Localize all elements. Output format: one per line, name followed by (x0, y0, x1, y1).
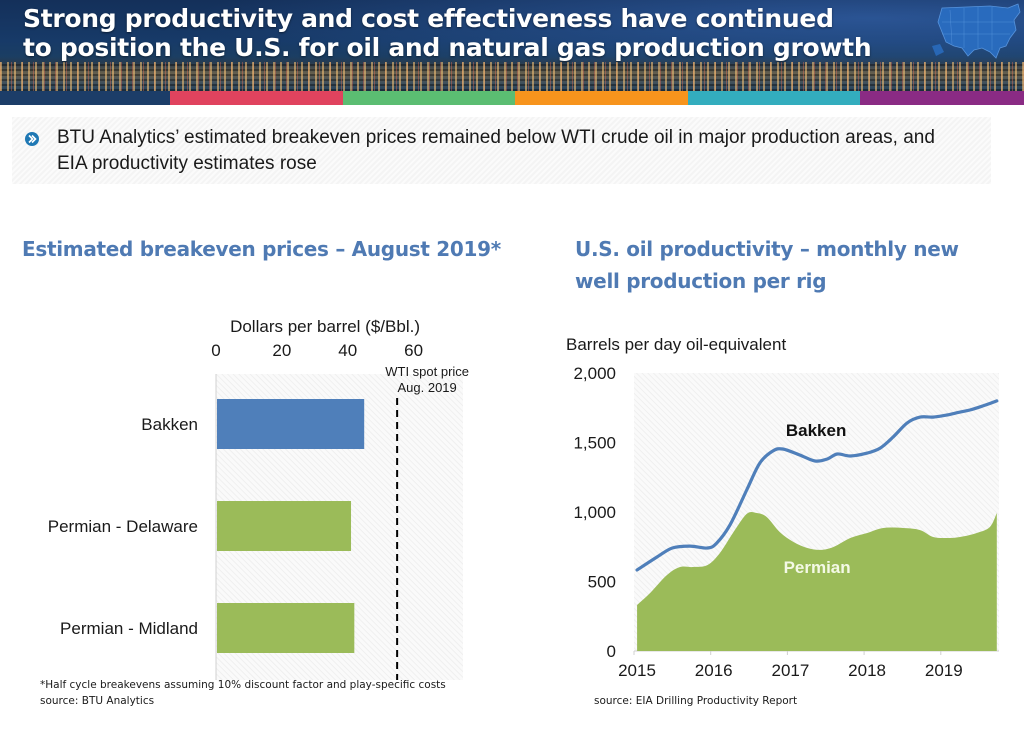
wti-label-line-2: Aug. 2019 (397, 380, 456, 395)
x-tick-label: 40 (338, 341, 357, 360)
city-lights-backdrop (0, 62, 1024, 91)
bar-bakken (217, 399, 365, 449)
y-axis-label: Barrels per day oil-equivalent (566, 335, 786, 354)
x-tick-label: 2015 (618, 661, 656, 680)
y-tick-label: 500 (588, 573, 616, 592)
page-title-line-1: Strong productivity and cost effectivene… (23, 4, 834, 33)
x-axis-label: Dollars per barrel ($/Bbl.) (230, 317, 420, 336)
breakeven-bar-chart: Dollars per barrel ($/Bbl.) 0 20 40 60 Bakken… (48, 317, 469, 680)
category-label: Permian - Delaware (48, 517, 198, 536)
color-bar-segment (860, 91, 1024, 105)
x-tick-label: 20 (272, 341, 291, 360)
category-label: Permian - Midland (60, 619, 198, 638)
y-tick-label: 1,000 (573, 503, 616, 522)
x-tick-label: 2018 (848, 661, 886, 680)
color-bar-segment (0, 91, 170, 105)
x-tick-label: 2017 (771, 661, 809, 680)
breakeven-chart-title: Estimated breakeven prices – August 2019… (22, 237, 501, 261)
page-title-line-2: to position the U.S. for oil and natural… (23, 33, 872, 62)
header-banner: Strong productivity and cost effectivene… (0, 0, 1024, 91)
productivity-chart-title: U.S. oil productivity – monthly new well… (575, 237, 959, 293)
x-tick-label: 60 (404, 341, 423, 360)
accent-color-bar (0, 91, 1024, 105)
y-tick-label: 1,500 (573, 434, 616, 453)
color-bar-segment (170, 91, 343, 105)
breakeven-source: source: BTU Analytics (40, 695, 155, 707)
permian-area (637, 512, 997, 651)
x-tick-label: 0 (211, 341, 220, 360)
permian-series-label: Permian (784, 558, 851, 577)
x-tick-label: 2019 (925, 661, 963, 680)
productivity-source: source: EIA Drilling Productivity Report (594, 695, 798, 707)
page-title: Strong productivity and cost effectivene… (23, 4, 923, 62)
y-tick-label: 0 (607, 642, 616, 661)
bar-permian-delaware (217, 501, 352, 551)
bar-permian-midland (217, 603, 355, 653)
color-bar-segment (688, 91, 860, 105)
breakeven-footnote: *Half cycle breakevens assuming 10% disc… (40, 679, 446, 691)
key-point-text: BTU Analytics’ estimated breakeven price… (57, 127, 935, 174)
chevron-right-circle-icon (25, 132, 39, 146)
color-bar-segment (343, 91, 515, 105)
bakken-series-label: Bakken (786, 421, 846, 440)
bakken-line (635, 399, 999, 572)
x-tick-label: 2016 (695, 661, 733, 680)
wti-label-line-1: WTI spot price (385, 364, 469, 379)
color-bar-segment (515, 91, 688, 105)
category-label: Bakken (141, 415, 198, 434)
us-map-icon (932, 3, 1021, 59)
productivity-area-chart: Barrels per day oil-equivalent 0 500 1,000 1… (566, 335, 999, 680)
y-tick-label: 2,000 (573, 364, 616, 383)
key-point-box: BTU Analytics’ estimated breakeven price… (12, 117, 991, 184)
